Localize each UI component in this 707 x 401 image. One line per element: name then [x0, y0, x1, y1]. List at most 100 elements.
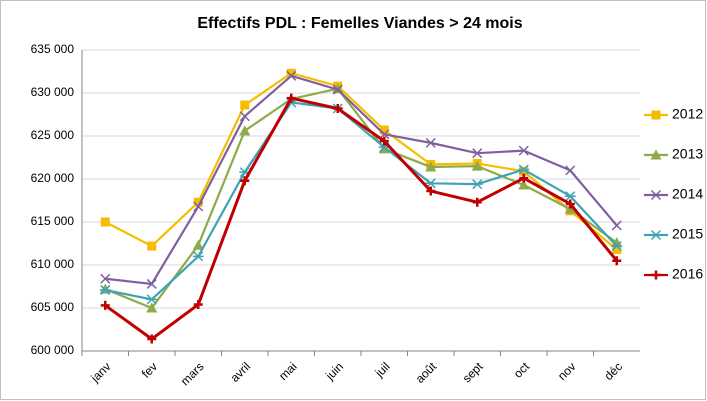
marker-shape [612, 245, 622, 255]
marker-shape [651, 270, 661, 280]
marker-shape [147, 334, 157, 344]
marker-shape [518, 145, 529, 156]
marker [564, 203, 576, 214]
y-tick-label: 610 000 [31, 257, 75, 271]
series-line [104, 87, 618, 310]
marker-shape [240, 176, 250, 186]
marker [379, 125, 389, 135]
marker [519, 173, 529, 183]
marker-shape [193, 300, 203, 310]
marker [192, 239, 204, 250]
marker-shape [472, 197, 482, 207]
marker [239, 125, 251, 136]
legend-label: 2013 [672, 146, 703, 162]
marker [286, 70, 297, 81]
marker [471, 160, 483, 171]
marker-shape [100, 300, 110, 310]
marker-shape [471, 179, 483, 190]
marker-shape [100, 273, 111, 284]
marker-shape [425, 161, 437, 172]
marker [100, 273, 111, 284]
marker-shape [565, 165, 576, 176]
marker [651, 270, 661, 280]
marker-shape [239, 125, 251, 136]
y-tick-label: 600 000 [31, 343, 75, 357]
marker [472, 197, 482, 207]
marker-shape [612, 256, 622, 266]
marker-shape [286, 70, 297, 81]
y-tick-label: 605 000 [31, 300, 75, 314]
marker [518, 164, 530, 175]
marker-shape [425, 137, 436, 148]
marker-shape [332, 84, 343, 95]
marker-shape [193, 197, 203, 207]
legend-label: 2012 [672, 106, 703, 122]
marker-shape [650, 229, 662, 241]
marker [612, 256, 622, 266]
marker [426, 186, 436, 196]
y-tick-label: 625 000 [31, 128, 75, 142]
marker-shape [472, 148, 483, 159]
marker [425, 161, 437, 172]
marker-shape [192, 251, 204, 262]
marker [471, 179, 483, 190]
marker [193, 300, 203, 310]
marker-shape [611, 220, 622, 231]
marker [518, 179, 530, 190]
marker [611, 241, 623, 252]
marker [193, 201, 204, 212]
y-tick-label: 620 000 [31, 171, 75, 185]
marker-shape [286, 68, 296, 78]
marker-shape [286, 93, 296, 103]
marker [100, 217, 110, 227]
marker-shape [650, 189, 662, 201]
marker-shape [518, 164, 530, 175]
marker-shape [564, 203, 576, 214]
marker-shape [650, 149, 662, 160]
marker-shape [193, 201, 204, 212]
marker-shape [471, 160, 483, 171]
marker-shape [518, 179, 530, 190]
series-line [104, 96, 618, 341]
marker-shape [565, 199, 575, 209]
marker [650, 149, 662, 160]
marker-shape [147, 241, 157, 251]
marker [332, 84, 343, 95]
marker-shape [146, 278, 157, 289]
marker [240, 176, 250, 186]
marker [146, 302, 158, 313]
marker [192, 251, 204, 262]
series-line [104, 72, 618, 251]
marker-shape [519, 166, 529, 176]
marker [100, 300, 110, 310]
marker [239, 111, 250, 122]
marker-shape [379, 136, 389, 146]
marker [612, 245, 622, 255]
marker [650, 229, 662, 241]
marker-shape [146, 294, 158, 305]
marker [379, 136, 389, 146]
marker-shape [192, 239, 204, 250]
series-line [105, 74, 618, 286]
marker-shape [611, 241, 623, 252]
marker [611, 220, 622, 231]
marker [651, 110, 661, 120]
marker-shape [239, 111, 250, 122]
marker [286, 68, 296, 78]
marker [565, 199, 575, 209]
marker [147, 241, 157, 251]
marker [147, 334, 157, 344]
marker [425, 137, 436, 148]
marker [240, 100, 250, 110]
marker [193, 197, 203, 207]
marker [564, 191, 576, 202]
marker [518, 145, 529, 156]
marker [146, 278, 157, 289]
marker [333, 103, 343, 113]
marker-shape [146, 302, 158, 313]
marker-shape [426, 186, 436, 196]
legend-label: 2014 [672, 186, 703, 202]
y-tick-label: 630 000 [31, 85, 75, 99]
marker-shape [99, 284, 111, 295]
marker-shape [240, 100, 250, 110]
